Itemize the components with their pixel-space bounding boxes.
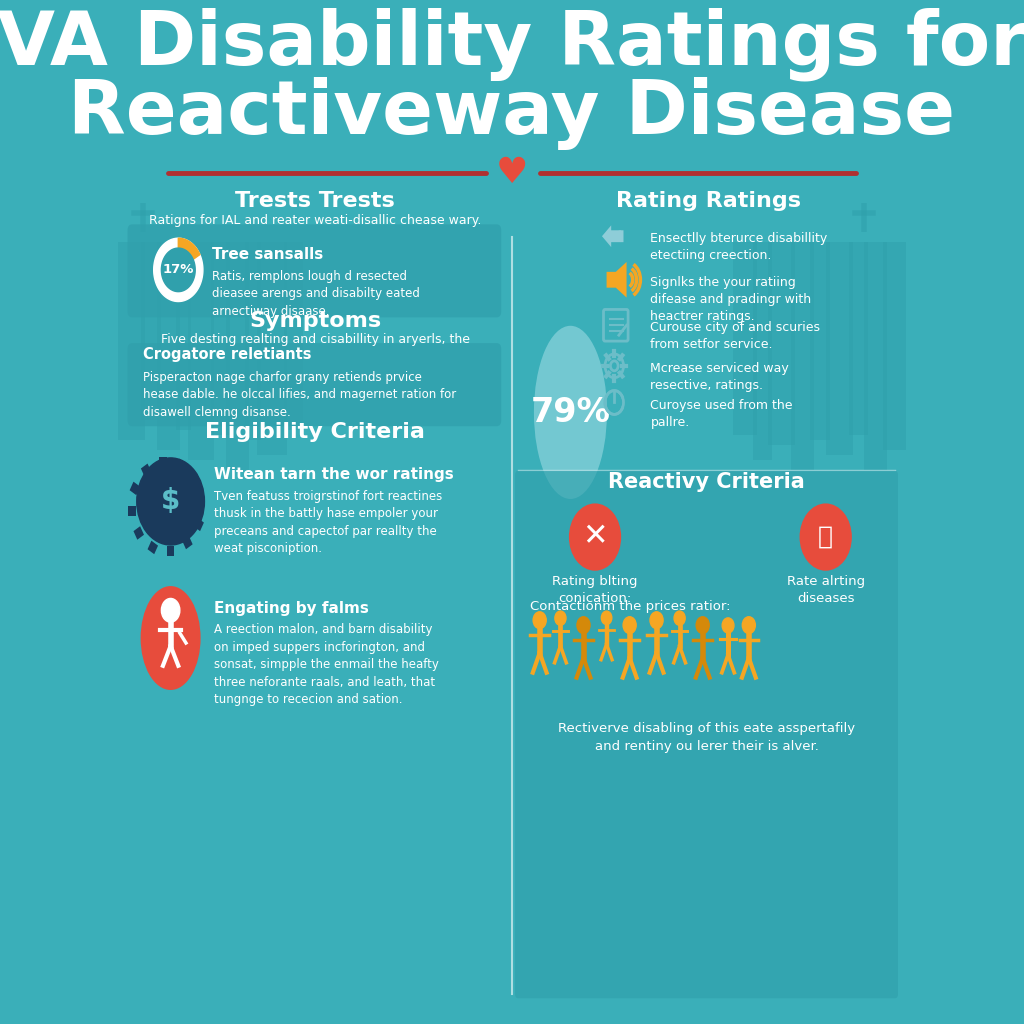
Bar (257, 217, 288, 455)
Bar (130, 481, 140, 496)
Text: Ratigns for IAL and reater weati-disallic chease wary.: Ratigns for IAL and reater weati-disalli… (148, 214, 481, 227)
Circle shape (624, 616, 636, 634)
Text: Mcrease serviced way
resective, ratings.: Mcrease serviced way resective, ratings. (650, 361, 790, 392)
Text: Rectiverve disabling of this eate asspertafily
and rentiny ou lerer their is alv: Rectiverve disabling of this eate assper… (558, 722, 855, 753)
Text: Reactivy Criteria: Reactivy Criteria (608, 472, 805, 492)
Text: Ratis, remplons lough d resected
dieasee arengs and disabilty eated
arnectiway d: Ratis, remplons lough d resected dieasee… (212, 270, 420, 317)
FancyBboxPatch shape (128, 224, 501, 317)
Text: Symptoms: Symptoms (249, 311, 381, 332)
Bar (284, 227, 303, 430)
Bar (119, 222, 145, 440)
Text: Curouse city of and scuries
from setfor service.: Curouse city of and scuries from setfor … (650, 322, 820, 351)
Text: Eligibility Criteria: Eligibility Criteria (205, 422, 425, 442)
Text: Rating blting
conication:: Rating blting conication: (552, 574, 638, 605)
Ellipse shape (800, 504, 852, 570)
FancyBboxPatch shape (515, 471, 898, 998)
Bar (849, 222, 868, 435)
Text: Ensectlly bterurce disabillity
etectiing creection.: Ensectlly bterurce disabillity etectiing… (650, 232, 827, 262)
Ellipse shape (569, 504, 622, 570)
Bar (825, 217, 853, 455)
Text: Curoyse used from the
pallre.: Curoyse used from the pallre. (650, 398, 793, 428)
Bar (792, 212, 814, 470)
Bar (189, 473, 200, 486)
Text: Engating by falms: Engating by falms (214, 601, 370, 615)
Circle shape (577, 616, 590, 634)
Bar (884, 222, 906, 450)
Text: Pisperacton nage charfor grany retiends prvice
hease dable. he olccal lifies, an: Pisperacton nage charfor grany retiends … (143, 371, 456, 419)
Circle shape (674, 611, 685, 626)
FancyBboxPatch shape (128, 343, 501, 426)
Bar (141, 464, 152, 477)
Text: Trests Trests: Trests Trests (236, 190, 395, 211)
Text: ✕: ✕ (583, 522, 608, 552)
Polygon shape (154, 239, 203, 301)
Circle shape (650, 611, 664, 629)
Circle shape (555, 611, 566, 626)
Bar (194, 517, 204, 531)
Text: A reection malon, and barn disability
on imped suppers incforington, and
sonsat,: A reection malon, and barn disability on… (214, 624, 439, 707)
Bar (167, 546, 174, 556)
Bar (187, 212, 214, 460)
Text: VA Disability Ratings for: VA Disability Ratings for (0, 7, 1024, 81)
Circle shape (742, 616, 756, 634)
Bar (141, 222, 161, 420)
Bar (159, 457, 167, 467)
Bar (157, 212, 180, 450)
Text: ♥: ♥ (496, 156, 528, 189)
Bar (128, 507, 136, 516)
Bar (864, 212, 887, 470)
Bar (810, 232, 829, 440)
Text: $: $ (161, 487, 180, 515)
Text: Five desting realting and cisabillity in aryerls, the: Five desting realting and cisabillity in… (161, 333, 470, 346)
Bar (175, 459, 186, 472)
Circle shape (534, 611, 546, 629)
Text: Rating Ratings: Rating Ratings (616, 190, 802, 211)
Circle shape (146, 470, 196, 534)
Text: Tven featuss troigrstinof fort reactines
thusk in the battly hase empoler your
p: Tven featuss troigrstinof fort reactines… (214, 489, 442, 555)
Text: Signlks the your ratiing
difease and pradingr with
heactrer ratings.: Signlks the your ratiing difease and pra… (650, 275, 812, 323)
Bar (211, 227, 229, 435)
Polygon shape (602, 225, 624, 247)
Text: Witean tarn the wor ratings: Witean tarn the wor ratings (214, 467, 455, 482)
Text: 17%: 17% (163, 263, 194, 276)
Polygon shape (162, 248, 196, 292)
Ellipse shape (140, 586, 201, 690)
Bar (176, 217, 191, 430)
Bar (733, 222, 757, 435)
Bar (133, 526, 144, 540)
Bar (147, 541, 158, 554)
Circle shape (722, 617, 734, 633)
Bar (753, 217, 772, 460)
Bar (198, 497, 205, 507)
Text: Rate alrting
diseases: Rate alrting diseases (786, 574, 865, 605)
Circle shape (601, 611, 611, 625)
Text: Tree sansalls: Tree sansalls (212, 247, 324, 261)
Ellipse shape (534, 326, 607, 499)
Bar (226, 208, 249, 470)
Circle shape (162, 598, 180, 623)
Bar (245, 222, 260, 440)
Circle shape (696, 616, 710, 634)
Bar (119, 10, 905, 242)
Bar (768, 217, 795, 445)
Text: 79%: 79% (530, 396, 610, 429)
Text: Crogatore reletiants: Crogatore reletiants (143, 347, 311, 362)
Text: Reactiveway Disease: Reactiveway Disease (69, 77, 955, 150)
Text: Contactionm the prices ratior:: Contactionm the prices ratior: (530, 600, 731, 613)
Circle shape (137, 458, 205, 545)
Polygon shape (606, 262, 627, 298)
Bar (182, 536, 193, 549)
Polygon shape (178, 239, 200, 270)
Text: 🔔: 🔔 (818, 525, 834, 549)
